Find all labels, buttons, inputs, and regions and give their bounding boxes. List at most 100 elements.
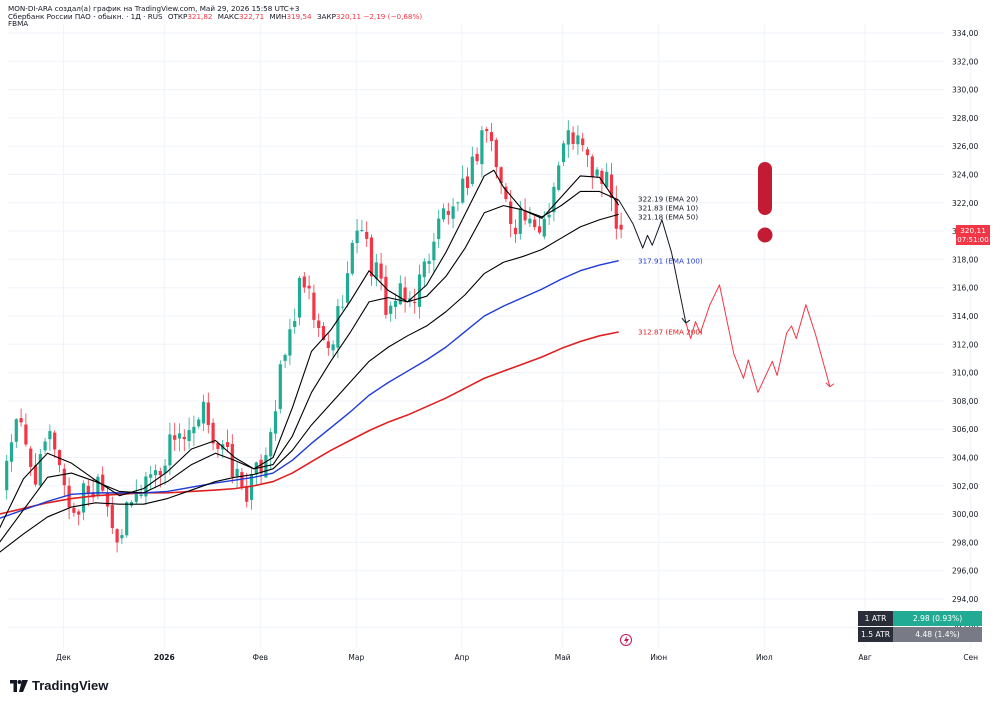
candle-body bbox=[105, 492, 110, 507]
candle bbox=[139, 484, 143, 499]
candle-body bbox=[278, 364, 282, 409]
candle bbox=[393, 293, 398, 319]
high-value: 322,71 bbox=[239, 12, 265, 21]
candle bbox=[446, 202, 450, 225]
candle-body bbox=[446, 210, 450, 215]
candle-body bbox=[273, 411, 278, 434]
candle-body bbox=[600, 170, 604, 184]
candle bbox=[561, 140, 566, 167]
candle-body bbox=[125, 502, 129, 536]
candle-body bbox=[437, 218, 441, 240]
candle-body bbox=[43, 441, 47, 451]
candle bbox=[91, 479, 95, 502]
candle bbox=[475, 147, 479, 165]
ema-label: 322.19 (EMA 20) bbox=[638, 195, 698, 204]
candle bbox=[499, 166, 503, 194]
candle bbox=[537, 215, 542, 235]
candle bbox=[48, 424, 52, 451]
candle bbox=[422, 258, 426, 288]
candle bbox=[5, 454, 9, 500]
ema-labels: 321.83 (EMA 10)322.19 (EMA 20) 321.18 (EM… bbox=[638, 195, 703, 337]
lightning-icon[interactable] bbox=[620, 634, 632, 646]
candle-body bbox=[235, 468, 239, 477]
candle bbox=[619, 212, 623, 239]
candle bbox=[494, 137, 498, 179]
candle-body bbox=[451, 206, 455, 219]
candle bbox=[326, 333, 330, 356]
ema-100-line bbox=[0, 259, 619, 519]
candle bbox=[379, 252, 383, 291]
high-label: МАКС bbox=[217, 12, 240, 21]
candle-body bbox=[619, 224, 623, 230]
candle bbox=[509, 190, 513, 238]
candle-body bbox=[379, 263, 383, 279]
candle bbox=[581, 132, 585, 152]
candle bbox=[101, 466, 105, 494]
candle-body bbox=[14, 419, 18, 442]
candle bbox=[470, 146, 474, 187]
y-tick-label: 318,00 bbox=[952, 255, 978, 264]
candle-body bbox=[110, 505, 114, 528]
candle bbox=[110, 496, 114, 535]
candle bbox=[557, 161, 561, 192]
candle bbox=[456, 201, 460, 212]
candle bbox=[283, 353, 287, 369]
candle-body bbox=[173, 435, 177, 440]
candle bbox=[413, 288, 417, 314]
candle bbox=[278, 360, 282, 414]
y-tick-label: 308,00 bbox=[952, 397, 978, 406]
candle-body bbox=[523, 210, 527, 221]
candle bbox=[24, 413, 28, 447]
candle bbox=[523, 198, 527, 225]
candle bbox=[614, 185, 618, 240]
candle-body bbox=[513, 227, 518, 235]
x-tick-label: Июн bbox=[650, 653, 667, 662]
candle-body bbox=[557, 165, 561, 190]
y-axis-labels: 292,00294,00296,00298,00300,00302,00304,… bbox=[952, 29, 978, 632]
candle bbox=[465, 167, 470, 196]
candle-body bbox=[101, 474, 105, 491]
candle-body bbox=[350, 242, 354, 274]
open-value: 321,82 bbox=[187, 12, 213, 21]
candle bbox=[173, 422, 177, 452]
candle bbox=[249, 467, 254, 510]
candle bbox=[441, 203, 446, 223]
candle-body bbox=[470, 156, 474, 185]
symbol-name[interactable]: Сбербанк России ПАО - обыкн. · 1Д · RUS bbox=[8, 12, 163, 21]
open-label: ОТКР bbox=[167, 12, 188, 21]
candle bbox=[9, 434, 14, 472]
tradingview-logo[interactable]: TradingView bbox=[10, 678, 108, 693]
candle bbox=[259, 454, 263, 484]
candle-body bbox=[29, 448, 33, 467]
candle-body bbox=[509, 201, 513, 225]
candle bbox=[345, 261, 350, 308]
y-tick-label: 304,00 bbox=[952, 454, 978, 463]
candle bbox=[43, 437, 47, 455]
candle bbox=[485, 126, 489, 143]
candle-body bbox=[326, 341, 330, 349]
candle-body bbox=[288, 329, 292, 356]
candle bbox=[451, 198, 455, 229]
candle bbox=[576, 125, 580, 155]
candle bbox=[355, 219, 359, 254]
candle bbox=[504, 183, 508, 203]
candle bbox=[230, 434, 234, 484]
candle-body bbox=[341, 306, 345, 308]
x-tick-label: Фев bbox=[253, 653, 269, 662]
candle bbox=[77, 509, 81, 526]
indicator-name[interactable]: FBMA bbox=[8, 19, 29, 28]
candle-body bbox=[389, 305, 393, 314]
symbol-ohlc-line: Сбербанк России ПАО - обыкн. · 1Д · RUS … bbox=[8, 12, 422, 21]
candle-body bbox=[494, 139, 498, 168]
candle bbox=[389, 301, 393, 322]
y-tick-label: 296,00 bbox=[952, 567, 978, 576]
candle-body bbox=[566, 130, 570, 145]
y-tick-label: 300,00 bbox=[952, 510, 978, 519]
y-tick-label: 324,00 bbox=[952, 171, 978, 180]
candle bbox=[125, 501, 129, 538]
candle-body bbox=[53, 432, 57, 450]
candle-body bbox=[197, 419, 201, 427]
low-label: МИН bbox=[269, 12, 287, 21]
candle-body bbox=[62, 468, 66, 486]
